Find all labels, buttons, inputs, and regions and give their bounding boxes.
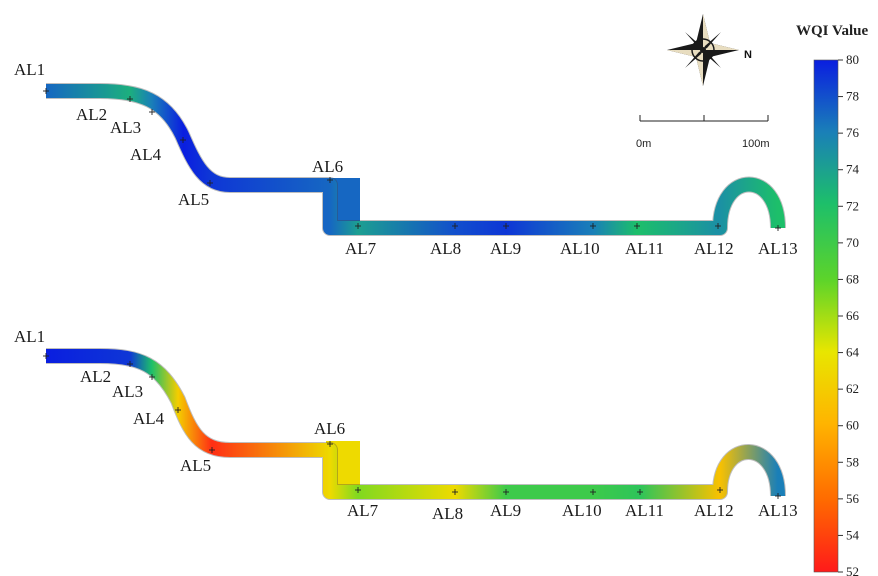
site-marker-al5 <box>209 447 215 453</box>
site-label-al8: AL8 <box>430 239 461 258</box>
site-marker-al9 <box>503 223 509 229</box>
site-label-al3: AL3 <box>110 118 141 137</box>
site-marker-al13 <box>775 493 781 499</box>
legend-tick-label: 80 <box>846 52 859 67</box>
site-label-al9: AL9 <box>490 501 521 520</box>
legend-title: WQI Value <box>796 23 868 39</box>
legend-ticks: 80 78 76 74 72 70 68 66 64 62 60 58 56 54 52 <box>838 52 860 576</box>
site-label-al11: AL11 <box>625 501 664 520</box>
site-label-al7: AL7 <box>347 501 379 520</box>
site-marker-al13 <box>775 225 781 231</box>
site-label-al6: AL6 <box>314 419 345 438</box>
site-marker-al12 <box>717 487 723 493</box>
site-marker-al9 <box>503 489 509 495</box>
legend-tick-label: 68 <box>846 271 859 286</box>
site-label-al8: AL8 <box>432 504 463 523</box>
site-marker-al4 <box>175 407 181 413</box>
site-label-al13: AL13 <box>758 501 798 520</box>
site-label-al11: AL11 <box>625 239 664 258</box>
site-label-al2: AL2 <box>76 105 107 124</box>
legend-colorbar <box>813 59 839 573</box>
site-label-al2: AL2 <box>80 367 111 386</box>
legend-tick-label: 56 <box>846 491 860 506</box>
site-marker-al3 <box>149 374 155 380</box>
site-label-al6: AL6 <box>312 157 343 176</box>
north-label: N <box>744 49 752 61</box>
legend-tick-label: 76 <box>846 125 860 140</box>
site-marker-al11 <box>637 489 643 495</box>
site-marker-al2 <box>127 96 133 102</box>
legend-tick-label: 72 <box>846 198 859 213</box>
site-marker-al7 <box>355 223 361 229</box>
site-label-al10: AL10 <box>560 239 600 258</box>
site-label-al12: AL12 <box>694 501 734 520</box>
site-label-al5: AL5 <box>178 190 209 209</box>
site-label-al4: AL4 <box>133 409 165 428</box>
river-channel <box>46 84 785 235</box>
site-label-al13: AL13 <box>758 239 798 258</box>
scale-start-label: 0m <box>636 138 651 150</box>
site-label-al5: AL5 <box>180 456 211 475</box>
sampling-sites-bottom <box>43 353 781 499</box>
scale-bar <box>639 115 769 122</box>
legend-tick-label: 64 <box>846 345 860 360</box>
legend-tick-label: 70 <box>846 235 859 250</box>
site-marker-al7 <box>355 487 361 493</box>
site-marker-al1 <box>43 353 49 359</box>
legend-tick-label: 52 <box>846 564 859 576</box>
site-marker-al6 <box>327 177 333 183</box>
site-marker-al10 <box>590 223 596 229</box>
river-channel-top <box>46 83 786 236</box>
site-marker-al8 <box>452 223 458 229</box>
site-marker-al2 <box>127 361 133 367</box>
legend-tick-label: 58 <box>846 454 859 469</box>
site-marker-al10 <box>590 489 596 495</box>
site-label-al9: AL9 <box>490 239 521 258</box>
sampling-sites-top <box>43 88 781 231</box>
site-label-al3: AL3 <box>112 382 143 401</box>
river-channel-bottom <box>46 348 786 500</box>
legend-tick-label: 66 <box>846 308 860 323</box>
legend-tick-label: 74 <box>846 162 860 177</box>
legend-tick-label: 60 <box>846 418 859 433</box>
legend-tick-label: 78 <box>846 89 859 104</box>
site-label-al12: AL12 <box>694 239 734 258</box>
river-channel <box>46 349 785 499</box>
site-label-al4: AL4 <box>130 145 162 164</box>
legend-tick-label: 62 <box>846 381 859 396</box>
site-label-al1: AL1 <box>14 60 45 79</box>
site-marker-al3 <box>149 109 155 115</box>
site-marker-al8 <box>452 489 458 495</box>
compass-rose-icon <box>667 14 739 86</box>
site-label-al7: AL7 <box>345 239 377 258</box>
site-marker-al5 <box>207 180 213 186</box>
site-marker-al1 <box>43 88 49 94</box>
site-label-al1: AL1 <box>14 327 45 346</box>
site-marker-al4 <box>180 137 186 143</box>
site-marker-al6 <box>327 441 333 447</box>
site-label-al10: AL10 <box>562 501 602 520</box>
site-marker-al11 <box>634 223 640 229</box>
legend-tick-label: 54 <box>846 527 860 542</box>
scale-end-label: 100m <box>742 138 770 150</box>
site-marker-al12 <box>715 223 721 229</box>
